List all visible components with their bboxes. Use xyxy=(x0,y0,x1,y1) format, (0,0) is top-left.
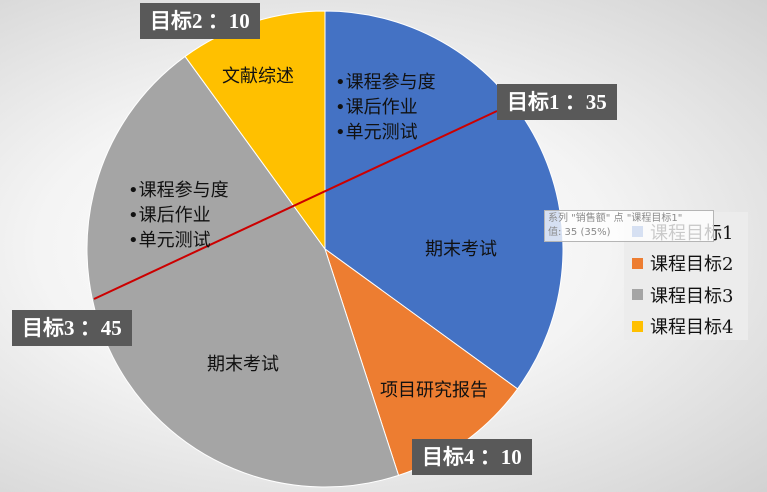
callout-goal-1: 目标1 ：35 xyxy=(497,84,617,120)
legend-swatch xyxy=(632,289,643,301)
pie-slice-课程目标3[interactable] xyxy=(86,55,400,488)
hover-tooltip: 系列 "销售额" 点 "课程目标1" 值: 35 (35%) xyxy=(544,210,714,242)
legend-label: 课程目标4 xyxy=(650,317,734,339)
slice-3-item-homework: •课后作业 xyxy=(128,205,211,226)
slice-2-item-literature-review: 文献综述 xyxy=(222,66,294,87)
legend-swatch xyxy=(632,257,643,269)
slice-1-item-participation: •课程参与度 xyxy=(335,72,436,93)
legend-label: 课程目标2 xyxy=(650,254,734,276)
callout-goal-3: 目标3 ：45 xyxy=(12,310,132,346)
legend-label: 课程目标3 xyxy=(650,285,734,307)
slice-2-label: 文献综述 xyxy=(222,64,294,89)
slice-3-item-participation: •课程参与度 xyxy=(128,180,229,201)
slice-1-item-final-exam: 期末考试 xyxy=(425,239,497,260)
pie-dividers xyxy=(93,110,498,300)
legend-item[interactable]: 课程目标4 xyxy=(632,311,748,343)
slice-3-item-final-exam: 期末考试 xyxy=(207,354,279,375)
divider-line xyxy=(93,110,498,300)
slice-1-item-unit-test: •单元测试 xyxy=(335,122,418,143)
slice-3-upper-label: •课程参与度 •课后作业 •单元测试 xyxy=(128,178,229,253)
legend-item[interactable]: 课程目标3 xyxy=(632,279,748,311)
slice-3-item-unit-test: •单元测试 xyxy=(128,230,211,251)
slice-4-item-project-report: 项目研究报告 xyxy=(380,380,488,401)
slice-3-lower-label: 期末考试 xyxy=(207,352,279,377)
callout-goal-2: 目标2 ：10 xyxy=(140,3,260,39)
slice-4-label: 项目研究报告 xyxy=(380,378,488,403)
slice-1-lower-label: 期末考试 xyxy=(425,237,497,262)
tooltip-series-point: 系列 "销售额" 点 "课程目标1" xyxy=(548,213,683,224)
legend-swatch xyxy=(632,320,643,332)
callout-goal-4: 目标4 ：10 xyxy=(412,439,532,475)
slice-1-upper-label: •课程参与度 •课后作业 •单元测试 xyxy=(335,70,436,145)
slice-1-item-homework: •课后作业 xyxy=(335,97,418,118)
tooltip-value: 值: 35 (35%) xyxy=(548,227,611,238)
legend-item[interactable]: 课程目标2 xyxy=(632,248,748,280)
